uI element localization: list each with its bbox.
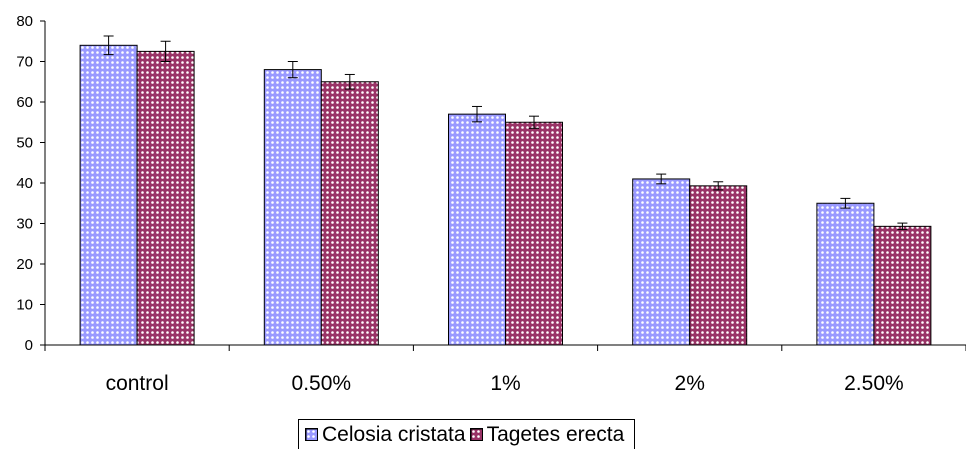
x-axis: control 0.50% 1% 2% 2.50% xyxy=(44,344,966,395)
y-tick-label: 40 xyxy=(16,175,33,192)
y-tick-label: 50 xyxy=(16,135,33,152)
bar xyxy=(632,178,691,346)
x-tick-label: 2.50% xyxy=(844,372,904,395)
legend-label-celosia: Celosia cristata xyxy=(322,422,466,446)
bar-chart: 0 10 20 30 40 50 60 70 80 control 0.50% 1% 2% 2.50% xyxy=(16,13,966,395)
bar xyxy=(320,81,379,346)
bar xyxy=(448,113,506,346)
legend-swatch-tagetes xyxy=(469,428,483,441)
bar xyxy=(79,44,138,346)
y-tick-label: 30 xyxy=(16,216,33,233)
bar xyxy=(505,121,563,346)
x-tick-label: control xyxy=(106,372,169,395)
legend-item-tagetes: Tagetes erecta xyxy=(469,422,625,447)
x-tick-label: 1% xyxy=(490,372,520,395)
y-axis: 0 10 20 30 40 50 60 70 80 xyxy=(16,13,46,354)
legend: Celosia cristata Tagetes erecta xyxy=(298,419,636,449)
bar xyxy=(816,202,875,346)
bar xyxy=(136,50,195,346)
legend-item-celosia: Celosia cristata xyxy=(305,423,466,447)
y-tick-label: 80 xyxy=(16,13,33,30)
bar xyxy=(263,69,322,346)
bar xyxy=(689,185,748,346)
legend-swatch-celosia xyxy=(305,428,318,441)
bars xyxy=(79,44,932,346)
bar xyxy=(873,225,932,346)
x-tick-label: 2% xyxy=(675,372,705,395)
x-tick-label: 0.50% xyxy=(292,372,352,395)
y-tick-label: 70 xyxy=(16,54,33,71)
y-tick-label: 10 xyxy=(16,297,33,314)
y-tick-label: 20 xyxy=(16,256,33,273)
y-tick-label: 60 xyxy=(16,94,33,111)
error-bars xyxy=(103,35,908,231)
legend-label-tagetes: Tagetes erecta xyxy=(486,422,625,446)
y-tick-label: 0 xyxy=(25,337,33,354)
